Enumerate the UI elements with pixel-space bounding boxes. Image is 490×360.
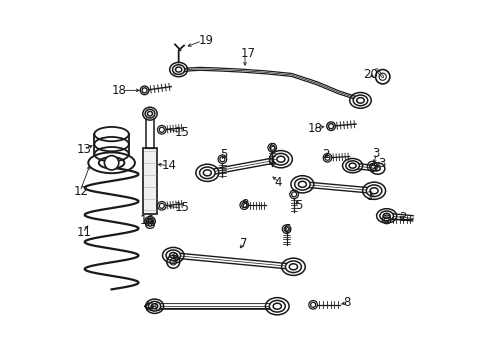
Circle shape [104, 156, 119, 170]
Text: 5: 5 [295, 199, 303, 212]
Text: 15: 15 [175, 202, 190, 215]
Ellipse shape [294, 179, 310, 190]
Ellipse shape [199, 167, 215, 179]
Text: 8: 8 [242, 198, 249, 211]
Ellipse shape [273, 153, 289, 165]
Text: 17: 17 [240, 47, 255, 60]
Ellipse shape [172, 65, 185, 75]
Ellipse shape [346, 161, 359, 171]
Text: 18: 18 [111, 84, 126, 97]
Ellipse shape [270, 301, 285, 312]
Text: 8: 8 [343, 296, 351, 309]
Text: 20: 20 [364, 68, 378, 81]
Text: 15: 15 [175, 126, 190, 139]
Text: 2: 2 [399, 211, 407, 224]
Text: 14: 14 [162, 159, 177, 172]
Ellipse shape [148, 301, 161, 311]
Ellipse shape [148, 224, 151, 226]
Text: 10: 10 [147, 301, 162, 314]
Text: 11: 11 [76, 226, 92, 239]
Ellipse shape [285, 261, 301, 273]
Text: 3: 3 [372, 147, 380, 159]
Ellipse shape [375, 167, 380, 171]
Text: 9: 9 [171, 252, 178, 265]
Text: 1: 1 [367, 190, 374, 203]
Text: 7: 7 [240, 237, 248, 250]
Text: 19: 19 [198, 34, 213, 48]
Text: 12: 12 [74, 185, 89, 198]
Ellipse shape [380, 211, 393, 221]
Text: 16: 16 [140, 214, 155, 227]
Text: 3: 3 [378, 157, 385, 170]
Ellipse shape [145, 109, 155, 118]
FancyBboxPatch shape [143, 148, 157, 214]
Text: 6: 6 [269, 142, 276, 155]
Text: 5: 5 [220, 148, 227, 161]
Ellipse shape [367, 185, 382, 197]
Ellipse shape [147, 218, 153, 224]
Text: 13: 13 [76, 143, 91, 156]
Ellipse shape [166, 250, 180, 261]
Text: 6: 6 [283, 222, 291, 236]
Text: 4: 4 [275, 176, 282, 189]
Ellipse shape [353, 95, 368, 106]
Text: 2: 2 [322, 148, 330, 161]
Text: 18: 18 [307, 122, 322, 135]
